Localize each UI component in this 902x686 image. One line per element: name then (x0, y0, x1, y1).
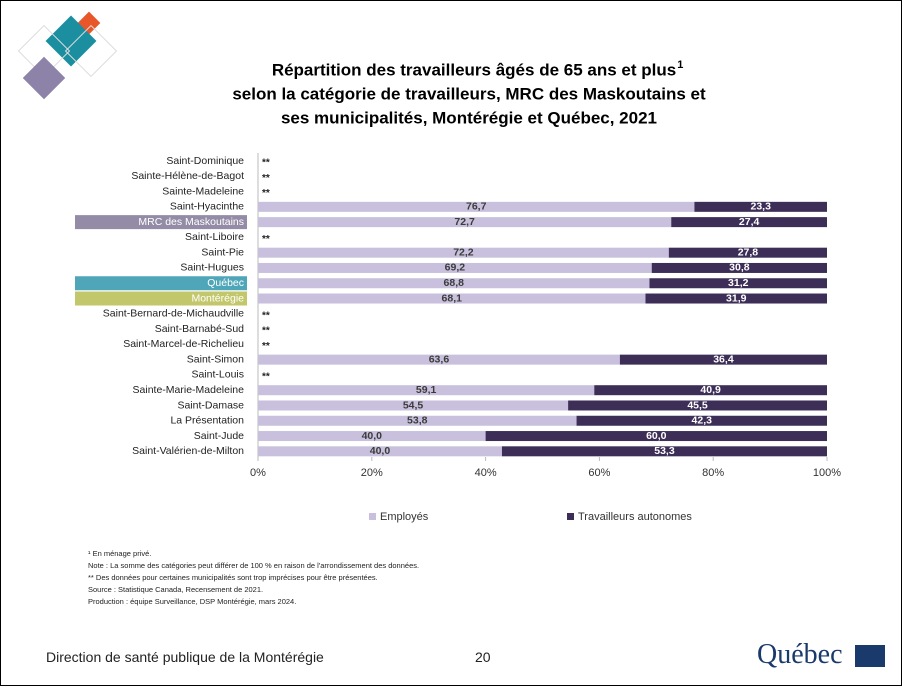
value-label: 27,4 (739, 216, 760, 228)
value-label: 69,2 (445, 262, 466, 274)
chart: Répartition des travailleurs âgés de 65 … (1, 1, 901, 685)
footnote: Production : équipe Surveillance, DSP Mo… (88, 597, 296, 606)
y-tick-label: La Présentation (170, 415, 244, 427)
value-label: 30,8 (729, 262, 750, 274)
value-label: 53,8 (407, 415, 428, 427)
chart-title: selon la catégorie de travailleurs, MRC … (232, 84, 706, 103)
value-label: 59,1 (416, 384, 437, 396)
suppressed-label: ** (262, 158, 270, 169)
value-label: 40,0 (362, 430, 383, 442)
x-tick-label: 60% (588, 467, 610, 479)
value-label: 60,0 (646, 430, 667, 442)
y-tick-label: Saint-Bernard-de-Michaudville (103, 308, 244, 320)
y-tick-label: Montérégie (191, 292, 244, 304)
y-tick-label: Saint-Liboire (185, 231, 244, 243)
suppressed-label: ** (262, 310, 270, 321)
footnote: ** Des données pour certaines municipali… (88, 573, 378, 582)
title-note-marker: 1 (677, 59, 683, 71)
x-tick-label: 0% (250, 467, 266, 479)
value-label: 40,9 (700, 384, 721, 396)
x-tick-label: 20% (361, 467, 383, 479)
footnote: ¹ En ménage privé. (88, 549, 151, 558)
y-tick-label: Saint-Marcel-de-Richelieu (123, 338, 244, 350)
logo-flag (855, 645, 885, 667)
suppressed-label: ** (262, 188, 270, 199)
y-tick-label: Saint-Dominique (166, 155, 244, 167)
value-label: 31,9 (726, 292, 747, 304)
y-tick-label: Saint-Hyacinthe (170, 201, 244, 213)
y-tick-label: Saint-Louis (191, 369, 244, 381)
chart-title: Répartition des travailleurs âgés de 65 … (272, 60, 676, 79)
y-tick-label: MRC des Maskoutains (138, 216, 244, 228)
suppressed-label: ** (262, 173, 270, 184)
legend-label: Employés (380, 511, 429, 523)
x-tick-label: 80% (702, 467, 724, 479)
value-label: 72,2 (453, 246, 474, 258)
value-label: 45,5 (687, 399, 708, 411)
footnote: Source : Statistique Canada, Recensement… (88, 585, 263, 594)
y-tick-label: Sainte-Marie-Madeleine (133, 384, 245, 396)
value-label: 40,0 (370, 445, 391, 457)
y-tick-label: Québec (207, 277, 244, 289)
y-tick-label: Sainte-Hélène-de-Bagot (131, 170, 244, 182)
legend-swatch (369, 513, 376, 520)
suppressed-label: ** (262, 372, 270, 383)
value-label: 36,4 (713, 353, 734, 365)
x-tick-label: 100% (813, 467, 841, 479)
y-tick-label: Saint-Simon (187, 353, 244, 365)
value-label: 27,8 (738, 246, 759, 258)
y-tick-label: Saint-Pie (201, 246, 244, 258)
suppressed-label: ** (262, 326, 270, 337)
value-label: 76,7 (466, 201, 487, 213)
footer-organization: Direction de santé publique de la Montér… (46, 649, 324, 665)
value-label: 54,5 (403, 399, 424, 411)
logo-text: Québec (757, 639, 843, 671)
page-number: 20 (475, 649, 491, 665)
logo-decoration (19, 12, 117, 100)
legend-label: Travailleurs autonomes (578, 511, 692, 523)
value-label: 63,6 (429, 353, 450, 365)
value-label: 72,7 (454, 216, 475, 228)
value-label: 31,2 (728, 277, 749, 289)
value-label: 68,8 (444, 277, 465, 289)
legend-swatch (567, 513, 574, 520)
suppressed-label: ** (262, 234, 270, 245)
value-label: 68,1 (442, 292, 463, 304)
slide: Répartition des travailleurs âgés de 65 … (0, 0, 902, 686)
y-tick-label: Saint-Damase (177, 399, 244, 411)
y-tick-label: Saint-Valérien-de-Milton (132, 445, 244, 457)
y-tick-label: Sainte-Madeleine (162, 185, 244, 197)
suppressed-label: ** (262, 341, 270, 352)
x-tick-label: 40% (475, 467, 497, 479)
value-label: 42,3 (692, 415, 713, 427)
value-label: 23,3 (750, 201, 771, 213)
chart-title: ses municipalités, Montérégie et Québec,… (281, 108, 657, 127)
y-tick-label: Saint-Jude (194, 430, 244, 442)
y-tick-label: Saint-Hugues (180, 262, 244, 274)
footnote: Note : La somme des catégories peut diff… (88, 561, 419, 570)
y-tick-label: Saint-Barnabé-Sud (155, 323, 244, 335)
value-label: 53,3 (654, 445, 675, 457)
